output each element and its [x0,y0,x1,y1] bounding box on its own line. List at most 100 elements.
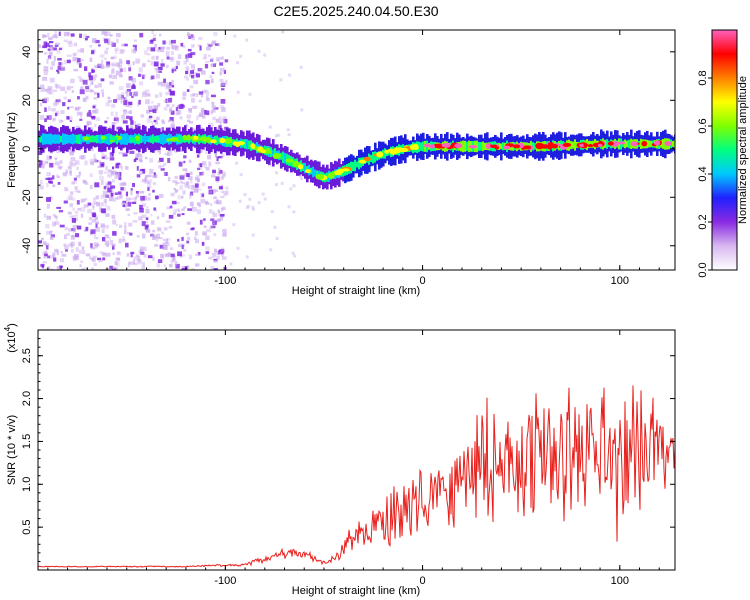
spectrogram-noise-mark [133,256,138,261]
spectrogram-noise-mark [63,31,69,37]
spectrogram-band-mark [280,152,283,160]
spectrogram-noise-mark [193,72,199,76]
spectrogram-noise-mark [87,120,92,125]
spectrogram-noise-mark [144,177,147,183]
spectrogram-noise-mark [147,197,151,201]
spectrogram-noise-mark [172,212,176,215]
spectrogram-noise-mark [205,235,210,241]
spectrogram-noise-mark [47,48,51,51]
spectrogram-core-mark [89,136,98,142]
spectrogram-core-mark [109,137,117,141]
spectrogram-noise-mark [165,91,170,96]
spectrogram-noise-mark [112,231,117,236]
spectrogram-noise-mark [165,51,170,56]
spectrogram-noise-mark [185,57,189,62]
spectrogram-noise-mark [197,167,201,171]
spectrogram-noise-mark [106,61,111,67]
spectrogram-noise-mark [90,267,94,270]
spectrogram-noise-mark [263,53,267,57]
spectrogram-noise-mark [45,224,50,229]
spectrogram-noise-mark [69,215,74,218]
spectrogram-noise-mark [205,60,210,63]
spectrogram-noise-mark [248,197,252,201]
spectrogram-noise-mark [157,150,161,153]
spectrogram-core-mark [387,148,395,152]
spectrogram-noise-mark [94,124,97,128]
spectrogram-noise-mark [122,153,128,157]
spectrogram-noise-mark [113,117,119,121]
spectrogram-noise-mark [118,176,122,181]
spectrogram-noise-mark [106,183,109,189]
spectrogram-noise-mark [186,89,190,92]
spectrogram-noise-mark [48,37,53,40]
spectrogram-noise-mark [193,79,199,85]
spectrogram-noise-mark [213,188,216,194]
spectrogram-noise-mark [98,259,103,263]
spectrogram-noise-mark [161,127,164,132]
spectrogram-noise-mark [153,61,159,67]
spectrogram-noise-mark [188,193,193,196]
spectrogram-noise-mark [152,256,155,261]
spectrogram-noise-mark [193,188,199,193]
spectrogram-core-mark [583,143,588,147]
spectrogram-noise-mark [142,262,145,267]
spectrogram-noise-mark [94,217,98,221]
spectrogram-noise-mark [197,68,203,72]
spectrogram-noise-mark [117,251,121,256]
spectrogram-noise-mark [166,46,171,50]
spectrogram-noise-mark [93,91,97,95]
spectrogram-noise-mark [64,186,68,192]
spectrogram-noise-mark [75,175,81,178]
spectrogram-noise-mark [78,250,83,254]
spectrogram-noise-mark [128,67,132,72]
spectrogram-noise-mark [112,179,115,183]
spectrogram-noise-mark [111,103,116,108]
spectrogram-noise-mark [148,193,151,196]
spectrogram-noise-mark [156,69,161,73]
spectrogram-noise-mark [281,30,285,34]
spectrogram-noise-mark [199,219,203,225]
spectrogram-band-mark [646,139,649,149]
spectrogram-band-mark [354,159,357,172]
spectrogram-noise-mark [130,190,133,196]
spectrogram-noise-mark [124,182,127,186]
spectrogram-band-mark [310,167,313,175]
spectrogram-noise-mark [47,177,53,181]
spectrogram-noise-mark [116,126,120,130]
spectrogram-noise-mark [80,198,84,203]
spectrogram-noise-mark [96,221,100,225]
spectrogram-noise-mark [203,53,207,59]
spectrogram-band-mark [628,139,631,149]
spectrogram-noise-mark [69,106,74,109]
spectrogram-noise-mark [217,59,221,62]
spectrogram-noise-mark [50,234,55,238]
spectrogram-noise-mark [101,31,105,36]
spectrogram-noise-mark [213,107,219,110]
spectrogram-noise-mark [115,118,120,124]
spectrogram-noise-mark [194,236,197,240]
spectrogram-noise-mark [220,99,226,104]
spectrogram-noise-mark [89,57,93,62]
spectrogram-noise-mark [166,104,170,107]
spectrogram-band-mark [62,133,65,145]
spectrogram-noise-mark [152,182,156,185]
spectrogram-noise-mark [236,90,240,94]
spectrogram-noise-mark [206,43,210,48]
spectrogram-noise-mark [48,116,53,119]
spectrogram-band-mark [462,140,465,153]
spectrogram-noise-mark [54,157,57,160]
spectrogram-band-mark [464,140,467,152]
spectrogram-noise-mark [68,43,73,47]
spectrogram-noise-mark [116,172,120,178]
spectrogram-noise-mark [69,203,73,208]
spectrogram-noise-mark [75,247,79,252]
spectrogram-noise-mark [94,39,100,44]
spectrogram-noise-mark [205,79,210,85]
spectrogram-noise-mark [94,158,97,162]
spectrogram-noise-mark [168,98,172,103]
spectrogram-noise-mark [108,236,111,240]
spectrogram-noise-mark [94,243,100,247]
spectrogram-noise-mark [131,121,137,125]
spectrogram-noise-mark [158,47,161,50]
spectrogram-noise-mark [56,250,59,256]
